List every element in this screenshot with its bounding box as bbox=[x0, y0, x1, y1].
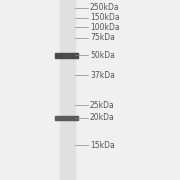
Text: 20kDa: 20kDa bbox=[90, 114, 115, 123]
Text: 25kDa: 25kDa bbox=[90, 100, 115, 109]
Text: 50kDa: 50kDa bbox=[90, 51, 115, 60]
Text: 75kDa: 75kDa bbox=[90, 33, 115, 42]
Text: 150kDa: 150kDa bbox=[90, 14, 120, 22]
Bar bbox=[55, 116, 78, 120]
Text: 37kDa: 37kDa bbox=[90, 71, 115, 80]
Text: 100kDa: 100kDa bbox=[90, 22, 120, 32]
Bar bbox=[55, 53, 78, 57]
Text: 250kDa: 250kDa bbox=[90, 3, 120, 12]
Text: 15kDa: 15kDa bbox=[90, 141, 115, 150]
Bar bbox=[60, 0, 75, 180]
